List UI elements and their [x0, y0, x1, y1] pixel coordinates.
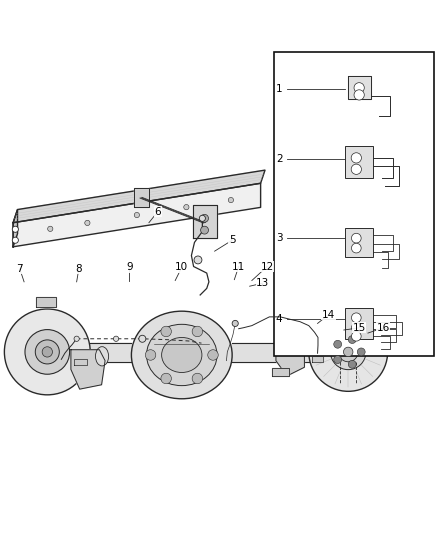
Text: 15: 15 — [353, 323, 366, 333]
Ellipse shape — [131, 311, 232, 399]
Circle shape — [134, 213, 139, 217]
Polygon shape — [90, 343, 131, 362]
Circle shape — [354, 83, 364, 93]
Circle shape — [351, 243, 361, 253]
Ellipse shape — [95, 346, 109, 366]
Circle shape — [348, 336, 356, 343]
Circle shape — [25, 329, 70, 374]
Text: 14: 14 — [322, 310, 335, 320]
Polygon shape — [36, 297, 56, 307]
Circle shape — [330, 334, 366, 370]
Polygon shape — [276, 336, 304, 376]
Ellipse shape — [146, 324, 217, 386]
Polygon shape — [74, 359, 87, 365]
Circle shape — [139, 335, 146, 342]
Text: 1: 1 — [276, 84, 283, 94]
Circle shape — [12, 226, 18, 232]
Circle shape — [201, 214, 208, 222]
Polygon shape — [312, 356, 323, 362]
Bar — [345, 228, 373, 257]
Circle shape — [348, 360, 356, 368]
Circle shape — [232, 320, 238, 327]
Polygon shape — [13, 209, 18, 247]
Circle shape — [199, 215, 205, 221]
Circle shape — [48, 226, 53, 231]
Circle shape — [42, 347, 53, 357]
Text: 8: 8 — [75, 264, 82, 273]
Circle shape — [161, 373, 171, 384]
Text: 13: 13 — [256, 278, 269, 288]
Circle shape — [161, 326, 171, 337]
Circle shape — [338, 342, 358, 362]
Polygon shape — [272, 368, 289, 376]
Ellipse shape — [162, 337, 202, 373]
Text: 12: 12 — [261, 262, 274, 271]
Circle shape — [74, 336, 79, 342]
Circle shape — [351, 153, 361, 163]
Circle shape — [334, 356, 342, 364]
Circle shape — [4, 309, 90, 395]
Polygon shape — [71, 350, 105, 389]
Bar — [274, 52, 434, 356]
Circle shape — [351, 233, 361, 243]
Polygon shape — [134, 188, 149, 207]
Circle shape — [12, 237, 18, 243]
Text: 16: 16 — [377, 323, 390, 333]
Text: 5: 5 — [229, 235, 236, 245]
Polygon shape — [232, 343, 311, 362]
Circle shape — [192, 373, 203, 384]
Circle shape — [351, 313, 361, 322]
Text: 9: 9 — [126, 262, 133, 272]
Text: 3: 3 — [276, 233, 283, 243]
Bar — [345, 147, 373, 178]
Polygon shape — [193, 205, 217, 238]
Circle shape — [113, 336, 119, 342]
Circle shape — [228, 197, 233, 203]
Circle shape — [357, 348, 365, 356]
Circle shape — [85, 220, 90, 225]
Bar — [345, 308, 373, 339]
Circle shape — [351, 323, 361, 333]
Circle shape — [351, 164, 361, 174]
Circle shape — [354, 90, 364, 100]
Circle shape — [194, 256, 202, 264]
Polygon shape — [348, 76, 371, 99]
Circle shape — [192, 326, 203, 337]
Text: 2: 2 — [276, 154, 283, 164]
Circle shape — [184, 205, 189, 210]
Circle shape — [343, 347, 353, 357]
Text: 10: 10 — [175, 262, 188, 272]
Circle shape — [201, 226, 208, 234]
Text: 11: 11 — [232, 262, 245, 271]
Text: 6: 6 — [154, 207, 161, 217]
Circle shape — [208, 350, 218, 360]
Text: 7: 7 — [16, 264, 23, 273]
Circle shape — [309, 312, 388, 391]
Circle shape — [145, 350, 156, 360]
Circle shape — [351, 332, 361, 341]
Polygon shape — [13, 170, 265, 223]
Circle shape — [35, 340, 59, 364]
Polygon shape — [13, 183, 261, 247]
Circle shape — [334, 341, 342, 348]
Text: 4: 4 — [276, 314, 283, 324]
